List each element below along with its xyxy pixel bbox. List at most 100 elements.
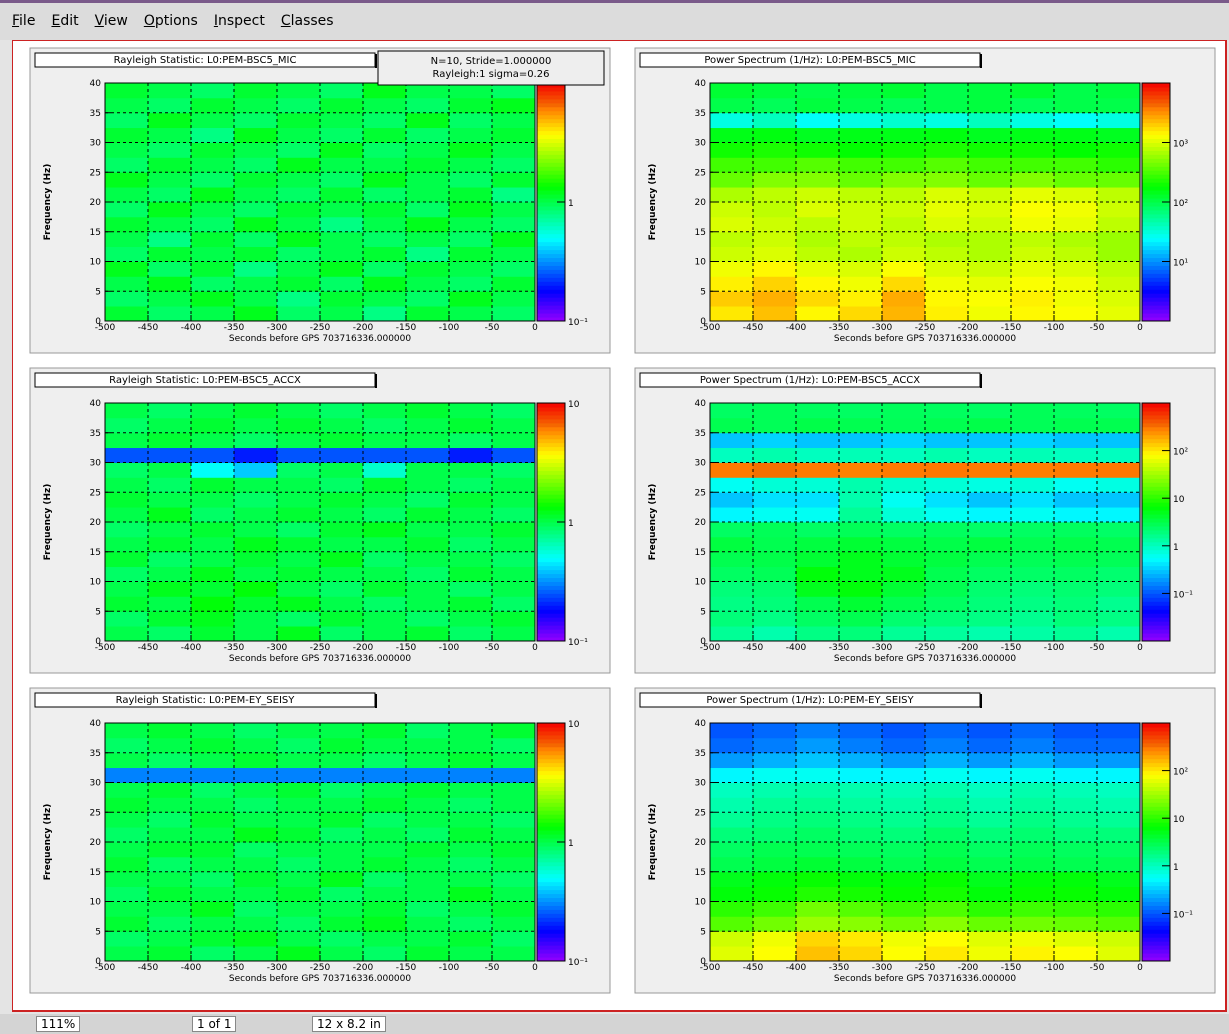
heat-cell bbox=[492, 581, 536, 597]
colorbar-step bbox=[1142, 577, 1170, 582]
heat-cell bbox=[968, 916, 1012, 932]
heat-cell bbox=[796, 611, 840, 627]
x-tick-label: -300 bbox=[872, 643, 893, 653]
heat-cell bbox=[882, 522, 926, 538]
heat-cell bbox=[1054, 417, 1098, 434]
heat-cell bbox=[406, 127, 450, 143]
heat-cell bbox=[882, 812, 926, 828]
size-field[interactable]: 12 x 8.2 in bbox=[312, 1016, 386, 1032]
heat-cell bbox=[753, 752, 797, 769]
colorbar-step bbox=[537, 249, 565, 255]
heat-cell bbox=[449, 767, 493, 783]
heat-cell bbox=[234, 581, 278, 597]
heat-cell bbox=[1097, 626, 1141, 642]
colorbar-step bbox=[1142, 102, 1170, 108]
menu-item[interactable]: Edit bbox=[51, 13, 79, 29]
colorbar-label: 10 bbox=[1173, 495, 1185, 505]
heat-cell bbox=[105, 187, 149, 203]
y-tick-label: 25 bbox=[695, 168, 706, 178]
heat-cell bbox=[839, 901, 883, 917]
colorbar-step bbox=[537, 746, 565, 752]
heat-cell bbox=[753, 83, 797, 99]
heat-cell bbox=[796, 97, 840, 114]
heat-cell bbox=[882, 246, 926, 262]
menu-item[interactable]: View bbox=[94, 13, 128, 29]
heat-cell bbox=[234, 551, 278, 568]
heat-cell bbox=[363, 492, 407, 508]
colorbar-step bbox=[1142, 486, 1170, 491]
colorbar-step bbox=[1142, 205, 1170, 211]
menu-item[interactable]: Inspect bbox=[213, 13, 265, 29]
heat-cell bbox=[925, 611, 969, 627]
heat-cell bbox=[320, 522, 364, 538]
x-tick-label: -400 bbox=[181, 323, 202, 333]
heat-cell bbox=[882, 723, 926, 739]
heat-cell bbox=[882, 946, 926, 962]
colorbar-step bbox=[537, 842, 565, 847]
x-tick-label: -150 bbox=[1001, 963, 1022, 973]
x-tick-label: -50 bbox=[485, 963, 500, 973]
heat-cell bbox=[1011, 842, 1055, 858]
heat-cell bbox=[1097, 507, 1141, 523]
y-tick-label: 5 bbox=[700, 927, 706, 937]
colorbar-step bbox=[1142, 617, 1170, 622]
colorbar-step bbox=[1142, 410, 1170, 416]
heat-cell bbox=[492, 202, 536, 218]
heat-cell bbox=[1054, 507, 1098, 523]
colorbar-step bbox=[537, 553, 565, 559]
colorbar-step bbox=[1142, 281, 1170, 286]
menu-item[interactable]: File bbox=[12, 13, 36, 29]
heat-cell bbox=[105, 812, 149, 828]
heat-cell bbox=[492, 157, 536, 173]
heat-cell bbox=[406, 492, 450, 508]
menu-item[interactable]: Classes bbox=[280, 13, 334, 29]
zoom-field[interactable]: 111% bbox=[36, 1016, 81, 1032]
heat-cell bbox=[925, 827, 969, 843]
x-tick-label: -100 bbox=[1044, 963, 1065, 973]
heat-cell bbox=[882, 782, 926, 798]
y-tick-label: 40 bbox=[90, 719, 102, 729]
menu-item[interactable]: Options bbox=[143, 13, 198, 29]
heat-cell bbox=[925, 596, 969, 612]
y-tick-label: 40 bbox=[90, 399, 102, 409]
heat-cell bbox=[363, 723, 407, 739]
heat-cell bbox=[492, 306, 536, 322]
page-field[interactable]: 1 of 1 bbox=[192, 1016, 237, 1032]
heat-cell bbox=[234, 737, 278, 754]
heat-cell bbox=[449, 752, 493, 769]
heat-cell bbox=[492, 261, 536, 277]
heat-cell bbox=[1054, 142, 1098, 158]
x-axis-label: Seconds before GPS 703716336.000000 bbox=[229, 334, 411, 344]
colorbar-step bbox=[1142, 209, 1170, 215]
heat-cell bbox=[968, 507, 1012, 523]
heat-cell bbox=[449, 596, 493, 612]
colorbar-frame bbox=[1141, 722, 1171, 962]
colorbar-step bbox=[537, 629, 565, 634]
heat-cell bbox=[449, 782, 493, 798]
heat-cell bbox=[968, 886, 1012, 902]
heat-cell bbox=[925, 306, 969, 322]
heat-cell bbox=[1011, 291, 1055, 307]
heat-cell bbox=[968, 462, 1012, 478]
heat-cell bbox=[710, 946, 754, 962]
colorbar-step bbox=[537, 130, 565, 136]
heat-cell bbox=[1097, 812, 1141, 828]
heat-cell bbox=[148, 432, 192, 449]
heat-cell bbox=[234, 782, 278, 798]
heat-cell bbox=[839, 172, 883, 188]
x-tick-label: -250 bbox=[310, 643, 331, 653]
heat-cell bbox=[710, 492, 754, 508]
colorbar-step bbox=[1142, 474, 1170, 479]
heat-cell bbox=[234, 261, 278, 277]
heat-cell bbox=[277, 291, 321, 307]
y-axis-label: Frequency (Hz) bbox=[43, 164, 53, 241]
heat-cell bbox=[406, 447, 450, 463]
y-tick-label: 10 bbox=[695, 258, 707, 268]
heat-cell bbox=[363, 871, 407, 888]
heat-cell bbox=[796, 127, 840, 143]
heat-cell bbox=[710, 447, 754, 463]
heat-cell bbox=[882, 931, 926, 947]
heat-cell bbox=[363, 566, 407, 582]
heat-cell bbox=[796, 596, 840, 612]
heat-cell bbox=[363, 782, 407, 798]
